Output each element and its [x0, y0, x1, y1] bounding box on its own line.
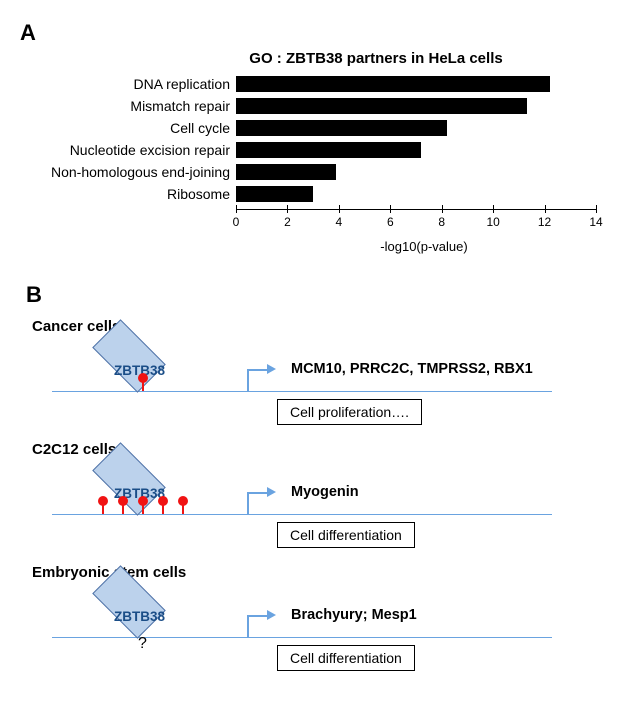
tss-arrow-stem [247, 369, 249, 391]
bar [236, 186, 313, 202]
bar [236, 98, 527, 114]
tick [236, 205, 237, 213]
target-genes: MCM10, PRRC2C, TMPRSS2, RBX1 [291, 361, 533, 377]
methyl-mark [98, 496, 108, 506]
x-axis-label: -log10(p-value) [236, 239, 612, 254]
question-mark: ? [138, 635, 147, 653]
panel-a: A GO : ZBTB38 partners in HeLa cells DNA… [20, 20, 612, 254]
methyl-mark [138, 373, 148, 383]
tick [287, 205, 288, 213]
category-label: Cell cycle [170, 117, 230, 139]
panel-b: B Cancer cellsZBTB38MCM10, PRRC2C, TMPRS… [26, 282, 612, 677]
tick-label: 14 [589, 215, 602, 229]
x-axis: 02468101214 [236, 209, 596, 241]
process-box: Cell differentiation [277, 645, 415, 671]
tss-arrow-horiz [247, 369, 267, 371]
bar [236, 142, 421, 158]
tick [596, 205, 597, 213]
panel-b-label: B [26, 282, 612, 308]
context-diagram: ZBTB38MyogeninCell differentiation [52, 462, 612, 554]
tss-arrow-horiz [247, 615, 267, 617]
process-box: Cell differentiation [277, 522, 415, 548]
tick-label: 8 [438, 215, 445, 229]
panel-a-label: A [20, 20, 612, 46]
axis-line [236, 209, 596, 210]
tss-arrowhead-icon [267, 364, 276, 374]
target-genes: Myogenin [291, 484, 359, 500]
bar [236, 76, 550, 92]
tss-arrow-stem [247, 492, 249, 514]
contexts-container: Cancer cellsZBTB38MCM10, PRRC2C, TMPRSS2… [26, 318, 612, 677]
dna-line [52, 637, 552, 638]
category-labels: DNA replicationMismatch repairCell cycle… [20, 73, 236, 205]
tick [390, 205, 391, 213]
tss-arrow-horiz [247, 492, 267, 494]
methyl-mark [158, 496, 168, 506]
bars-area [236, 73, 612, 205]
tick [493, 205, 494, 213]
category-label: DNA replication [134, 73, 231, 95]
category-label: Ribosome [167, 183, 230, 205]
target-genes: Brachyury; Mesp1 [291, 607, 417, 623]
process-box: Cell proliferation…. [277, 399, 422, 425]
category-label: Nucleotide excision repair [70, 139, 230, 161]
context-diagram: ZBTB38MCM10, PRRC2C, TMPRSS2, RBX1Cell p… [52, 339, 612, 431]
bar [236, 120, 447, 136]
tick [545, 205, 546, 213]
chart-title: GO : ZBTB38 partners in HeLa cells [140, 50, 612, 67]
dna-line [52, 514, 552, 515]
tss-arrowhead-icon [267, 610, 276, 620]
bar [236, 164, 336, 180]
methyl-mark [178, 496, 188, 506]
tss-arrow-stem [247, 615, 249, 637]
tick-label: 2 [284, 215, 291, 229]
methyl-mark [118, 496, 128, 506]
dna-line [52, 391, 552, 392]
go-bar-chart: DNA replicationMismatch repairCell cycle… [20, 73, 612, 205]
tick [442, 205, 443, 213]
tick-label: 6 [387, 215, 394, 229]
tick-label: 12 [538, 215, 551, 229]
tss-arrowhead-icon [267, 487, 276, 497]
category-label: Mismatch repair [130, 95, 230, 117]
tick-label: 0 [233, 215, 240, 229]
methyl-mark [138, 496, 148, 506]
context-diagram: ZBTB38?Brachyury; Mesp1Cell differentiat… [52, 585, 612, 677]
tick-label: 10 [486, 215, 499, 229]
category-label: Non-homologous end-joining [51, 161, 230, 183]
tick-label: 4 [336, 215, 343, 229]
tick [339, 205, 340, 213]
